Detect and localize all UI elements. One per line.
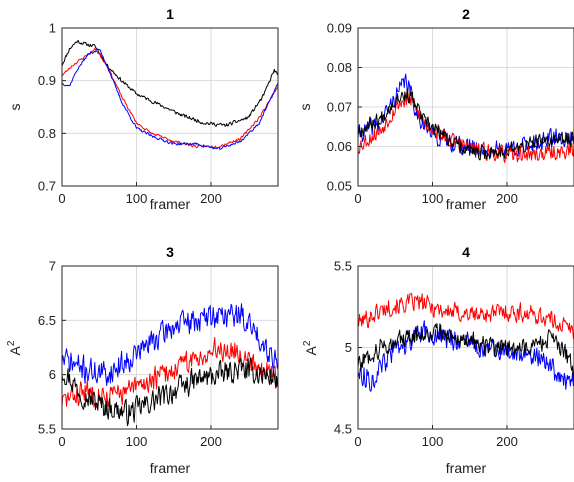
panel-4-series-1 <box>357 320 574 392</box>
panel-1-series-2 <box>61 48 279 150</box>
panel-2-ytick-label-3: 0.08 <box>327 60 352 75</box>
panel-4-ylabel: A2 <box>302 340 319 355</box>
panel-3-series <box>61 303 279 427</box>
panel-1-ylabel: s <box>7 104 23 111</box>
panel-3-ytick-label-2: 6.5 <box>38 313 56 328</box>
panel-1-ytick-label-1: 0.8 <box>38 126 56 141</box>
panel-2-ytick-label-2: 0.07 <box>327 100 352 115</box>
panel-1-ytick-label-2: 0.9 <box>38 73 56 88</box>
panel-3-ticks: 0 100 200 5.5 6 6.5 7 <box>38 259 222 450</box>
panel-4-series <box>357 293 574 392</box>
panel-2-ytick-label-4: 0.09 <box>327 21 352 36</box>
panel-2-ytick-label-0: 0.05 <box>327 179 352 194</box>
panel-2-xtick-label-1: 100 <box>422 191 444 206</box>
panel-3-xtick-label-1: 100 <box>126 434 148 449</box>
panel-4-title: 4 <box>462 244 470 260</box>
panel-1-xtick-label-0: 0 <box>58 191 65 206</box>
panel-2: 2 0 100 200 0.05 0.06 0.07 0.08 0.09 framer s <box>297 6 574 212</box>
panel-3-xtick-label-2: 200 <box>200 434 222 449</box>
panel-3-xtick-label-0: 0 <box>58 434 65 449</box>
panel-2-title: 2 <box>462 6 470 22</box>
panel-3-ylabel: A2 <box>6 340 23 355</box>
panel-3-title: 3 <box>166 244 174 260</box>
panel-2-ylabel: s <box>297 104 313 111</box>
panel-1-xtick-label-2: 200 <box>200 191 222 206</box>
panel-4-ytick-label-0: 4.5 <box>334 422 352 437</box>
panel-1-series <box>61 40 279 150</box>
panel-2-ytick-label-1: 0.06 <box>327 139 352 154</box>
panel-4-xtick-label-2: 200 <box>496 434 518 449</box>
panel-4-xtick-label-1: 100 <box>422 434 444 449</box>
panel-4-series-0 <box>357 293 574 341</box>
panel-2-series-2 <box>357 88 574 161</box>
panel-4-ylabel-sup: 2 <box>302 340 313 346</box>
panel-1-series-0 <box>61 40 279 127</box>
panel-2-series <box>357 73 574 164</box>
panel-3: 3 0 100 200 5.5 6 6.5 7 framer A2 <box>6 244 279 476</box>
panel-1-series-1 <box>61 47 279 149</box>
panel-4-ytick-label-2: 5.5 <box>334 259 352 274</box>
panel-3-ytick-label-1: 6 <box>49 367 56 382</box>
panel-3-ytick-label-0: 5.5 <box>38 422 56 437</box>
panel-1-ytick-label-3: 1 <box>49 21 56 36</box>
panel-1-xtick-label-1: 100 <box>126 191 148 206</box>
panel-1-ticks: 0 100 200 0.7 0.8 0.9 1 <box>38 21 222 207</box>
panel-3-series-0 <box>61 303 279 386</box>
panel-4-series-2 <box>357 323 574 379</box>
panel-3-ytick-label-3: 7 <box>49 259 56 274</box>
panel-1-grid <box>62 28 278 186</box>
panel-3-ylabel-text: A <box>7 345 23 355</box>
panel-2-xlabel: framer <box>446 196 487 212</box>
panel-3-ylabel-sup: 2 <box>6 340 17 346</box>
panel-1-xlabel: framer <box>150 196 191 212</box>
panel-2-xtick-label-0: 0 <box>354 191 361 206</box>
panel-1-axes <box>61 27 279 187</box>
panel-2-ylabel-text: s <box>297 104 313 111</box>
panel-1-title: 1 <box>166 6 174 22</box>
panel-3-axes <box>61 265 279 430</box>
panel-2-xtick-label-2: 200 <box>496 191 518 206</box>
panel-1-ylabel-text: s <box>7 104 23 111</box>
panel-4-ticks: 0 100 200 4.5 5 5.5 <box>334 259 518 450</box>
panel-4-xlabel: framer <box>446 460 487 476</box>
panel-3-series-2 <box>61 357 279 427</box>
panel-4-ylabel-text: A <box>303 345 319 355</box>
panel-1: 1 0 100 200 0.7 0.8 0.9 1 framer s <box>7 6 279 212</box>
panel-4-xtick-label-0: 0 <box>354 434 361 449</box>
panel-4-ytick-label-1: 5 <box>345 340 352 355</box>
panel-2-ticks: 0 100 200 0.05 0.06 0.07 0.08 0.09 <box>327 21 518 207</box>
panel-3-xlabel: framer <box>150 460 191 476</box>
panel-1-ytick-label-0: 0.7 <box>38 179 56 194</box>
panel-4: 4 0 100 200 4.5 5 5.5 framer A2 <box>302 244 574 476</box>
